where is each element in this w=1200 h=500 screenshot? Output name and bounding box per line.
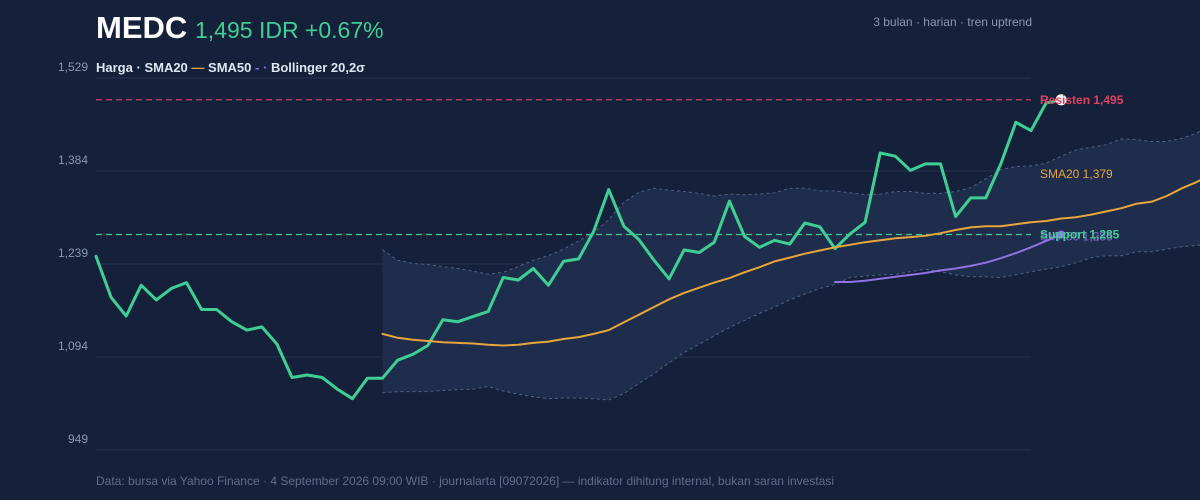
chart-meta: 3 bulan · harian · tren uptrend	[873, 15, 1032, 29]
legend-sma20: SMA20	[144, 60, 188, 75]
legend-harga: Harga	[96, 60, 133, 75]
legend-sma20-swatch: —	[191, 60, 205, 75]
y-tick-label: 1,094	[58, 339, 88, 353]
ticker-symbol: MEDC	[96, 10, 188, 45]
footer-note: Data: bursa via Yahoo Finance · 4 Septem…	[96, 474, 834, 488]
legend-sep: ·	[136, 60, 145, 75]
sma20-end-label: SMA20 1,379	[1040, 167, 1113, 181]
series-layer	[94, 98, 1200, 401]
series-sma50-line	[834, 233, 1063, 283]
series-sma20-line	[381, 179, 1200, 347]
y-tick-label: 1,239	[58, 246, 88, 260]
bollinger-band-fill	[382, 130, 1200, 400]
legend-sma50: SMA50	[208, 60, 252, 75]
y-tick-label: 949	[68, 432, 88, 446]
resistance-label: Resisten 1,495	[1040, 93, 1124, 107]
legend-bollinger: Bollinger 20,2σ	[270, 60, 366, 75]
y-tick-label: 1,384	[58, 153, 88, 167]
price-change: 1,495 IDR +0.67%	[195, 17, 384, 43]
legend: Harga · SMA20 — SMA50 - · Bollinger 20,2…	[96, 60, 365, 75]
y-tick-label: 1,529	[58, 60, 88, 74]
label-layer: Resisten 1,495 SMA20 1,379 SMA50 1,285Supp…	[1040, 93, 1124, 244]
level-lines-layer	[96, 99, 1031, 236]
support-label: Support 1,285	[1040, 227, 1120, 241]
bollinger-band-layer	[382, 130, 1200, 401]
bollinger-upper-line	[382, 130, 1200, 275]
sma50-end-marker	[1057, 230, 1066, 239]
series-harga-line	[94, 98, 1063, 401]
sma50-end-label: SMA50 1,285	[1040, 229, 1113, 243]
legend-sma50-swatch: - ·	[255, 60, 268, 75]
grid-layer: 949 1,094 1,239 1,384 1,529	[58, 60, 1031, 451]
price-end-marker	[1055, 94, 1067, 106]
